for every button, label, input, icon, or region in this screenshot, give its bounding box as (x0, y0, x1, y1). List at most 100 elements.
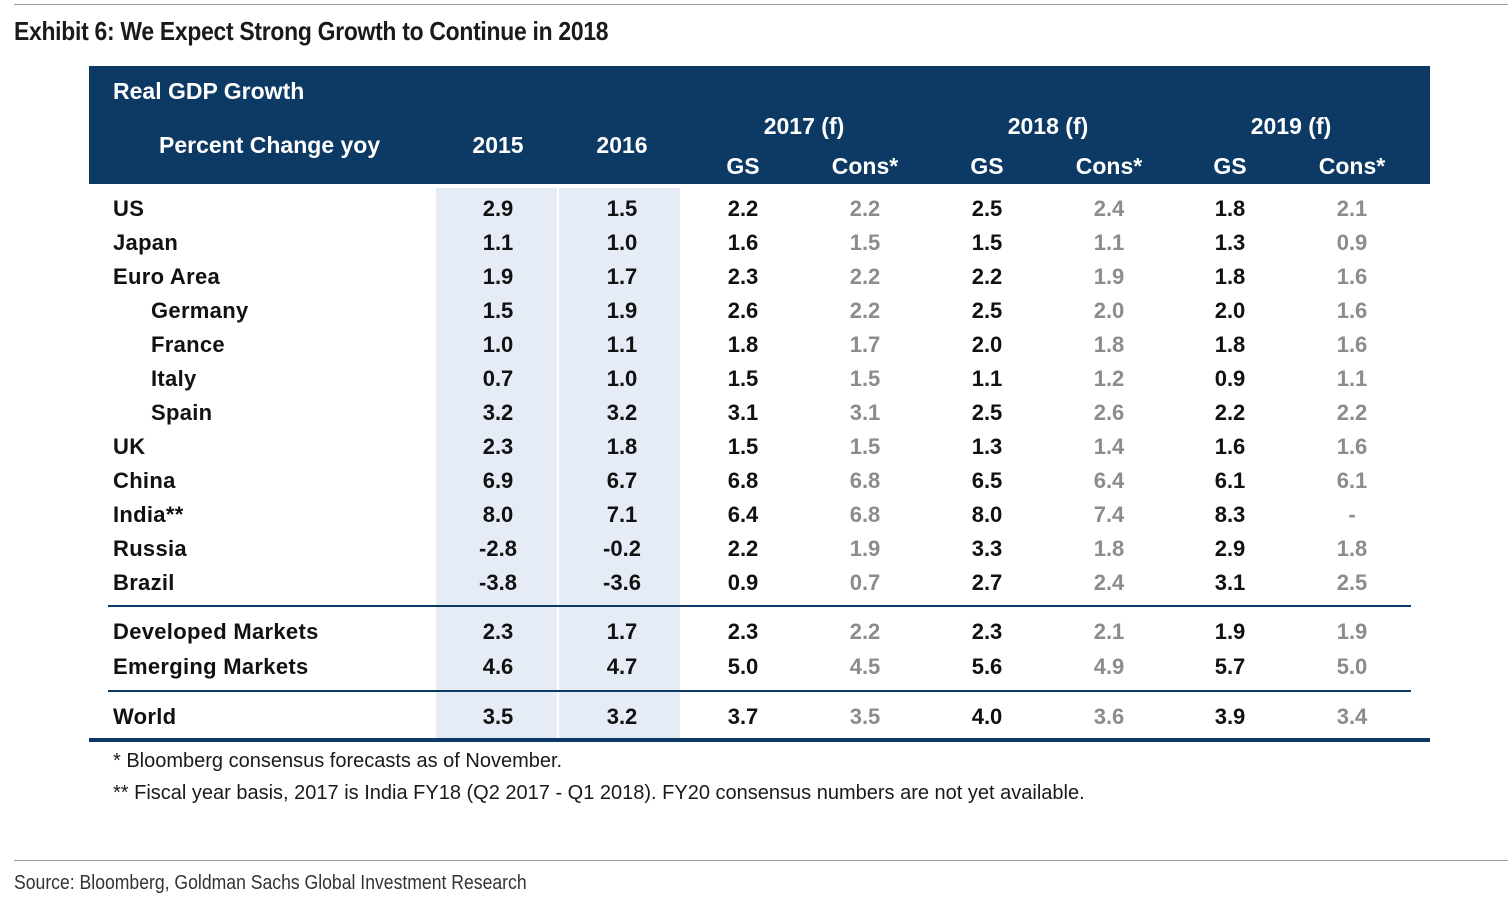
header-2018-cons: Cons* (1075, 153, 1143, 179)
row-value: 1.4 (1093, 434, 1125, 459)
row-value: 2.3 (482, 434, 514, 459)
table-row: France 1.0 1.1 1.8 1.7 2.0 1.8 1.8 1.6 (89, 328, 1430, 362)
row-value: 2.2 (849, 298, 881, 323)
row-value: 2.9 (482, 196, 514, 221)
row-value: 2.5 (971, 298, 1003, 323)
row-value: 1.8 (1214, 196, 1246, 221)
table-row: Euro Area 1.9 1.7 2.3 2.2 2.2 1.9 1.8 1.6 (89, 260, 1430, 294)
row-value: 2.2 (849, 264, 881, 289)
row-label: UK (113, 434, 146, 459)
row-value: 2.2 (727, 536, 759, 561)
row-value: 2.5 (971, 196, 1003, 221)
row-label: Spain (151, 400, 213, 425)
row-value: 2.0 (971, 332, 1003, 357)
footnote-consensus: * Bloomberg consensus forecasts as of No… (113, 750, 563, 772)
row-value: 3.9 (1214, 704, 1246, 729)
row-value: 5.0 (1336, 654, 1368, 679)
row-value: 2.5 (1336, 570, 1368, 595)
row-value: 6.8 (849, 502, 881, 527)
row-value: 4.6 (482, 654, 514, 679)
table-row: Italy 0.7 1.0 1.5 1.5 1.1 1.2 0.9 1.1 (89, 362, 1430, 396)
highlight-column-2015 (436, 188, 557, 738)
row-value: 3.2 (606, 704, 638, 729)
row-value: 1.9 (1093, 264, 1125, 289)
row-label: Russia (113, 536, 187, 561)
row-value: 1.8 (727, 332, 759, 357)
row-label: France (151, 332, 225, 357)
row-value: 3.3 (971, 536, 1003, 561)
row-label: Euro Area (113, 264, 221, 289)
row-value: 0.9 (1336, 230, 1368, 255)
row-value: 5.0 (727, 654, 759, 679)
row-value: 2.0 (1214, 298, 1246, 323)
row-label: Japan (113, 230, 179, 255)
row-value: 3.7 (727, 704, 759, 729)
header-2017-gs: GS (726, 153, 760, 179)
table-header: Real GDP Growth Percent Change yoy 2015 … (89, 66, 1430, 184)
row-value: 2.3 (727, 264, 759, 289)
footnote-india: ** Fiscal year basis, 2017 is India FY18… (113, 782, 1085, 804)
row-value: 3.5 (849, 704, 881, 729)
row-value: 1.1 (482, 230, 514, 255)
row-value: 1.5 (727, 366, 759, 391)
row-value: 1.3 (971, 434, 1003, 459)
row-value: 2.3 (727, 619, 759, 644)
source-note: Source: Bloomberg, Goldman Sachs Global … (14, 872, 527, 894)
table-row: Spain 3.2 3.2 3.1 3.1 2.5 2.6 2.2 2.2 (89, 396, 1430, 430)
row-value: -3.8 (479, 570, 517, 595)
row-value: 1.0 (482, 332, 514, 357)
header-2017-cons: Cons* (831, 153, 899, 179)
row-value: 0.9 (1214, 366, 1246, 391)
row-label: Brazil (113, 570, 175, 595)
row-value: 2.3 (482, 619, 514, 644)
row-value: -0.2 (603, 536, 641, 561)
header-2019-cons: Cons* (1318, 153, 1386, 179)
row-value: 1.6 (727, 230, 759, 255)
row-value: 2.3 (971, 619, 1003, 644)
header-percent-change: Percent Change yoy (159, 132, 381, 158)
row-value: 1.0 (606, 366, 638, 391)
row-value: 1.7 (849, 332, 881, 357)
row-value: 2.2 (971, 264, 1003, 289)
row-value: 1.5 (849, 230, 881, 255)
row-value: 1.7 (606, 619, 638, 644)
row-value: 6.4 (727, 502, 759, 527)
table-row: Germany 1.5 1.9 2.6 2.2 2.5 2.0 2.0 1.6 (89, 294, 1430, 328)
row-value: 2.4 (1093, 196, 1125, 221)
table-row: Emerging Markets 4.6 4.7 5.0 4.5 5.6 4.9 5.7 5.0 (89, 650, 1430, 684)
highlight-column-2016 (559, 188, 680, 738)
table-bottom-rule (89, 738, 1430, 742)
table-row: Japan 1.1 1.0 1.6 1.5 1.5 1.1 1.3 0.9 (89, 226, 1430, 260)
row-value: 1.9 (1336, 619, 1368, 644)
row-value: 2.9 (1214, 536, 1246, 561)
row-value: 1.6 (1214, 434, 1246, 459)
row-value: 4.7 (606, 654, 638, 679)
separator-markets (108, 605, 1411, 607)
row-value: 1.8 (1093, 536, 1125, 561)
row-value: 3.1 (727, 400, 759, 425)
row-value: 4.9 (1093, 654, 1125, 679)
row-value: 6.5 (971, 468, 1003, 493)
row-value: 1.6 (1336, 332, 1368, 357)
row-value: 1.1 (971, 366, 1003, 391)
row-value: 0.7 (482, 366, 514, 391)
row-value: 3.1 (1214, 570, 1246, 595)
row-value: 1.5 (606, 196, 638, 221)
table-row: Developed Markets 2.3 1.7 2.3 2.2 2.3 2.1 1.9 1.… (89, 615, 1430, 649)
row-value: 1.5 (849, 434, 881, 459)
row-value: 4.5 (849, 654, 881, 679)
row-value: 6.8 (849, 468, 881, 493)
row-value: 6.8 (727, 468, 759, 493)
row-value: 0.7 (849, 570, 881, 595)
row-value: 2.6 (1093, 400, 1125, 425)
row-label: India** (113, 502, 184, 527)
row-value: 5.7 (1214, 654, 1246, 679)
row-value: 1.6 (1336, 298, 1368, 323)
row-value: 8.0 (971, 502, 1003, 527)
row-value: 8.0 (482, 502, 514, 527)
header-2015: 2015 (472, 132, 524, 158)
row-value: - (1348, 502, 1356, 527)
row-value: 2.1 (1336, 196, 1368, 221)
row-value: 1.8 (1093, 332, 1125, 357)
row-value: 1.9 (849, 536, 881, 561)
